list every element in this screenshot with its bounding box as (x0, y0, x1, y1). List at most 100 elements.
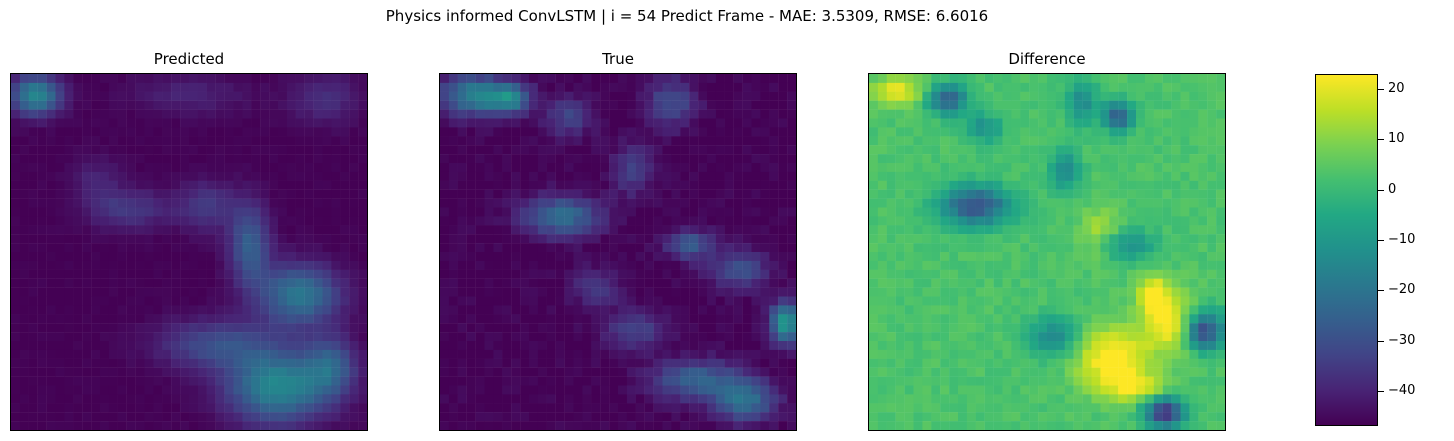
heatmap-cell (511, 252, 521, 262)
heatmap-cell (1064, 180, 1074, 190)
heatmap-cell (493, 367, 503, 377)
heatmap-cell (206, 198, 216, 208)
heatmap-cell (653, 180, 663, 190)
heatmap-cell (224, 323, 234, 333)
heatmap-cell (1002, 412, 1012, 422)
heatmap-cell (269, 385, 279, 395)
heatmap-cell (591, 305, 601, 315)
heatmap-cell (869, 260, 879, 270)
heatmap-cell (1047, 145, 1057, 155)
heatmap-cell (546, 109, 556, 119)
heatmap-cell (520, 349, 530, 359)
heatmap-cell (349, 376, 359, 386)
heatmap-cell (520, 145, 530, 155)
heatmap-cell (340, 163, 350, 173)
heatmap-cell (949, 260, 959, 270)
heatmap-cell (769, 323, 779, 333)
heatmap-cell (1082, 349, 1092, 359)
heatmap-cell (707, 136, 717, 146)
heatmap-cell (73, 421, 83, 430)
heatmap-cell (162, 91, 172, 101)
heatmap-cell (644, 225, 654, 235)
heatmap-cell (153, 349, 163, 359)
heatmap-cell (635, 403, 645, 413)
heatmap-cell (82, 385, 92, 395)
heatmap-cell (1162, 376, 1172, 386)
heatmap-cell (787, 269, 796, 279)
heatmap-cell (886, 180, 896, 190)
heatmap-cell (153, 207, 163, 217)
heatmap-cell (940, 136, 950, 146)
heatmap-cell (278, 163, 288, 173)
heatmap-cell (895, 412, 905, 422)
heatmap-cell (466, 332, 476, 342)
heatmap-cell (340, 296, 350, 306)
heatmap-cell (966, 358, 976, 368)
heatmap-cell (1091, 260, 1101, 270)
heatmap-cell (751, 207, 761, 217)
heatmap-cell (295, 198, 305, 208)
heatmap-cell (1109, 74, 1119, 84)
heatmap-cell (11, 341, 21, 351)
heatmap-cell (91, 171, 101, 181)
heatmap-cell (1207, 314, 1217, 324)
heatmap-cell (769, 252, 779, 262)
heatmap-cell (653, 287, 663, 297)
heatmap-cell (877, 332, 887, 342)
heatmap-cell (117, 314, 127, 324)
heatmap-cell (529, 323, 539, 333)
heatmap-cell (189, 358, 199, 368)
heatmap-cell (1073, 216, 1083, 226)
heatmap-cell (671, 243, 681, 253)
heatmap-cell (251, 180, 261, 190)
heatmap-cell (1002, 385, 1012, 395)
heatmap-cell (626, 403, 636, 413)
heatmap-cell (322, 314, 332, 324)
heatmap-cell (126, 314, 136, 324)
heatmap-cell (537, 127, 547, 137)
heatmap-cell (958, 252, 968, 262)
heatmap-cell (295, 82, 305, 92)
heatmap-cell (206, 234, 216, 244)
heatmap-cell (135, 278, 145, 288)
heatmap-cell (1216, 82, 1225, 92)
heatmap-cell (295, 234, 305, 244)
heatmap-cell (680, 385, 690, 395)
heatmap-cell (1189, 154, 1199, 164)
heatmap-cell (877, 234, 887, 244)
heatmap-cell (440, 412, 450, 422)
heatmap-cell (778, 109, 788, 119)
heatmap-cell (904, 145, 914, 155)
heatmap-cell (564, 314, 574, 324)
heatmap-cell (913, 145, 923, 155)
heatmap-cell (502, 252, 512, 262)
heatmap-cell (475, 234, 485, 244)
heatmap-cell (171, 421, 181, 430)
heatmap-cell (1038, 385, 1048, 395)
heatmap-cell (949, 332, 959, 342)
heatmap-cell (635, 269, 645, 279)
heatmap-cell (877, 118, 887, 128)
heatmap-cell (520, 100, 530, 110)
heatmap-cell (1127, 269, 1137, 279)
heatmap-cell (46, 82, 56, 92)
heatmap-cell (662, 323, 672, 333)
heatmap-cell (760, 403, 770, 413)
heatmap-cell (733, 252, 743, 262)
heatmap-cell (242, 349, 252, 359)
heatmap-cell (940, 216, 950, 226)
heatmap-cell (457, 278, 467, 288)
heatmap-cell (922, 154, 932, 164)
heatmap-cell (215, 109, 225, 119)
heatmap-cell (618, 305, 628, 315)
heatmap-cell (197, 323, 207, 333)
heatmap-cell (180, 323, 190, 333)
heatmap-cell (1064, 82, 1074, 92)
heatmap-cell (949, 216, 959, 226)
heatmap-cell (573, 74, 583, 84)
heatmap-cell (64, 109, 74, 119)
heatmap-cell (1011, 171, 1021, 181)
heatmap-cell (331, 394, 341, 404)
heatmap-cell (215, 100, 225, 110)
heatmap-cell (913, 216, 923, 226)
